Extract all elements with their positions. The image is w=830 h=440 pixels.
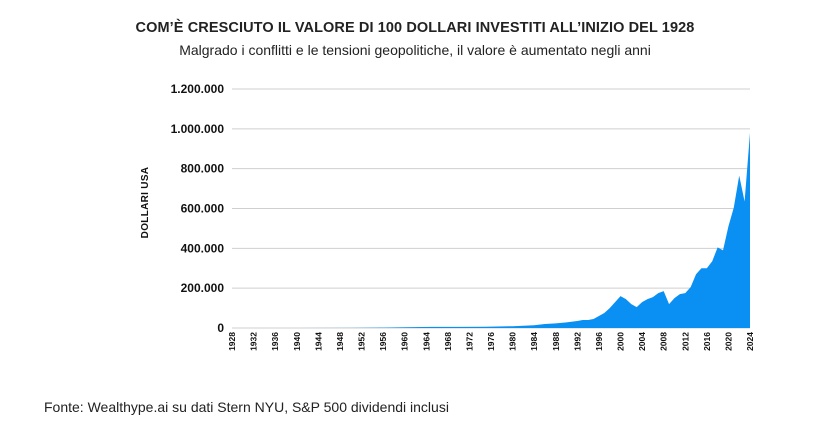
x-tick-label: 2024: [745, 332, 755, 351]
area-series-layer: [232, 132, 750, 328]
y-axis-label: DOLLARI USA: [140, 167, 151, 239]
x-tick-label: 2016: [702, 332, 712, 351]
x-tick-label: 1956: [378, 332, 388, 351]
x-tick-label: 1984: [529, 332, 539, 351]
chart-title: COM’È CRESCIUTO IL VALORE DI 100 DOLLARI…: [135, 20, 695, 36]
x-tick-label: 1952: [357, 332, 367, 351]
x-tick-label: 1968: [443, 332, 453, 351]
x-tick-label: 1964: [421, 332, 431, 351]
y-axis-ticks: 0 200.000 400.000 600.000 800.000 1.000.000 1.…: [171, 82, 225, 335]
x-axis-ticks: 1928 1932 1936 1940 1944 1948 1952 1956 1960 1964…: [227, 332, 755, 351]
x-tick-label: 2008: [659, 332, 669, 351]
x-tick-label: 2020: [723, 332, 733, 351]
x-tick-label: 1972: [464, 332, 474, 351]
x-tick-label: 1988: [551, 332, 561, 351]
y-tick-label: 0: [217, 321, 224, 335]
y-tick-label: 1.000.000: [171, 122, 225, 136]
x-tick-label: 1940: [292, 332, 302, 351]
x-tick-label: 1960: [400, 332, 410, 351]
y-tick-label: 200.000: [181, 281, 225, 295]
source-note: Fonte: Wealthype.ai su dati Stern NYU, S…: [44, 399, 449, 415]
y-tick-label: 800.000: [181, 162, 225, 176]
x-tick-label: 1936: [270, 332, 280, 351]
area-chart: 0 200.000 400.000 600.000 800.000 1.000.000 1.…: [140, 82, 755, 351]
y-tick-label: 600.000: [181, 202, 225, 216]
y-tick-label: 1.200.000: [171, 82, 225, 96]
x-tick-label: 1992: [572, 332, 582, 351]
x-tick-label: 1976: [486, 332, 496, 351]
x-tick-label: 2012: [680, 332, 690, 351]
x-tick-label: 1928: [227, 332, 237, 351]
y-tick-label: 400.000: [181, 241, 225, 255]
x-tick-label: 1996: [594, 332, 604, 351]
x-tick-label: 2004: [637, 332, 647, 351]
x-tick-label: 1932: [249, 332, 259, 351]
x-tick-label: 1944: [313, 332, 323, 351]
chart-subtitle: Malgrado i conflitti e le tensioni geopo…: [179, 42, 651, 58]
area-series: [232, 132, 750, 328]
x-tick-label: 2000: [616, 332, 626, 351]
x-tick-label: 1948: [335, 332, 345, 351]
x-tick-label: 1980: [508, 332, 518, 351]
gridlines: [232, 88, 750, 329]
